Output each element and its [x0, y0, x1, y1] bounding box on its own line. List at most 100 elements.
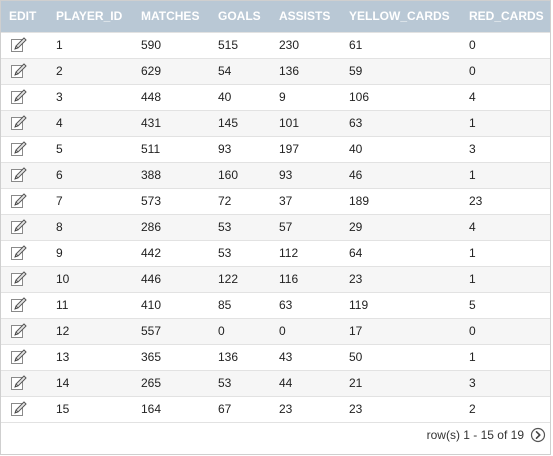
cell-assists: 37 [272, 187, 342, 214]
cell-goals: 40 [211, 83, 272, 110]
table-row: 12 557 0 0 17 0 [1, 317, 550, 344]
cell-assists: 116 [272, 265, 342, 292]
cell-red-cards: 5 [462, 291, 550, 318]
cell-goals: 53 [211, 213, 272, 240]
edit-pencil-icon[interactable] [10, 244, 28, 262]
edit-pencil-icon[interactable] [10, 166, 28, 184]
cell-player-id: 4 [49, 109, 134, 136]
cell-matches: 365 [134, 343, 211, 370]
cell-red-cards: 3 [462, 369, 550, 396]
cell-yellow-cards: 29 [342, 213, 462, 240]
cell-assists: 136 [272, 57, 342, 84]
cell-red-cards: 4 [462, 83, 550, 110]
cell-assists: 9 [272, 83, 342, 110]
cell-matches: 265 [134, 369, 211, 396]
column-header-yellow-cards[interactable]: YELLOW_CARDS [349, 9, 450, 24]
cell-assists: 43 [272, 343, 342, 370]
edit-pencil-icon[interactable] [10, 88, 28, 106]
cell-yellow-cards: 23 [342, 265, 462, 292]
edit-cell [1, 83, 49, 110]
cell-red-cards: 1 [462, 109, 550, 136]
cell-matches: 557 [134, 317, 211, 344]
cell-player-id: 2 [49, 57, 134, 84]
cell-player-id: 3 [49, 83, 134, 110]
column-header-goals[interactable]: GOALS [218, 9, 261, 24]
cell-assists: 93 [272, 161, 342, 188]
cell-matches: 590 [134, 31, 211, 58]
cell-yellow-cards: 59 [342, 57, 462, 84]
table-row: 3 448 40 9 106 4 [1, 83, 550, 110]
edit-cell [1, 291, 49, 318]
cell-goals: 93 [211, 135, 272, 162]
cell-assists: 57 [272, 213, 342, 240]
edit-cell [1, 161, 49, 188]
edit-pencil-icon[interactable] [10, 114, 28, 132]
column-header-edit: EDIT [9, 9, 37, 24]
players-report-table: EDIT PLAYER_ID MATCHES GOALS ASSISTS YEL… [1, 1, 550, 422]
edit-pencil-icon[interactable] [10, 348, 28, 366]
edit-cell [1, 395, 49, 422]
edit-pencil-icon[interactable] [10, 218, 28, 236]
cell-assists: 0 [272, 317, 342, 344]
cell-assists: 197 [272, 135, 342, 162]
column-header-player-id[interactable]: PLAYER_ID [56, 9, 123, 24]
next-page-icon[interactable] [530, 427, 546, 443]
edit-cell [1, 343, 49, 370]
cell-player-id: 6 [49, 161, 134, 188]
pagination-label: row(s) 1 - 15 of 19 [426, 428, 524, 442]
cell-matches: 446 [134, 265, 211, 292]
cell-goals: 136 [211, 343, 272, 370]
column-header-assists[interactable]: ASSISTS [279, 9, 331, 24]
cell-red-cards: 1 [462, 343, 550, 370]
cell-yellow-cards: 17 [342, 317, 462, 344]
cell-yellow-cards: 40 [342, 135, 462, 162]
column-header-matches[interactable]: MATCHES [141, 9, 200, 24]
table-row: 4 431 145 101 63 1 [1, 109, 550, 136]
cell-yellow-cards: 61 [342, 31, 462, 58]
cell-red-cards: 1 [462, 161, 550, 188]
edit-pencil-icon[interactable] [10, 374, 28, 392]
cell-red-cards: 0 [462, 31, 550, 58]
edit-pencil-icon[interactable] [10, 322, 28, 340]
edit-cell [1, 239, 49, 266]
cell-goals: 515 [211, 31, 272, 58]
cell-goals: 122 [211, 265, 272, 292]
cell-matches: 431 [134, 109, 211, 136]
cell-player-id: 8 [49, 213, 134, 240]
edit-pencil-icon[interactable] [10, 296, 28, 314]
edit-pencil-icon[interactable] [10, 270, 28, 288]
edit-pencil-icon[interactable] [10, 36, 28, 54]
cell-matches: 164 [134, 395, 211, 422]
table-row: 5 511 93 197 40 3 [1, 135, 550, 162]
cell-red-cards: 0 [462, 57, 550, 84]
cell-yellow-cards: 21 [342, 369, 462, 396]
cell-goals: 145 [211, 109, 272, 136]
cell-matches: 629 [134, 57, 211, 84]
cell-goals: 160 [211, 161, 272, 188]
edit-pencil-icon[interactable] [10, 140, 28, 158]
table-row: 2 629 54 136 59 0 [1, 57, 550, 84]
cell-goals: 53 [211, 369, 272, 396]
cell-matches: 388 [134, 161, 211, 188]
cell-assists: 230 [272, 31, 342, 58]
cell-player-id: 13 [49, 343, 134, 370]
table-header-row: EDIT PLAYER_ID MATCHES GOALS ASSISTS YEL… [1, 1, 550, 32]
cell-yellow-cards: 23 [342, 395, 462, 422]
edit-pencil-icon[interactable] [10, 400, 28, 418]
cell-assists: 112 [272, 239, 342, 266]
cell-goals: 85 [211, 291, 272, 318]
cell-goals: 54 [211, 57, 272, 84]
column-header-red-cards[interactable]: RED_CARDS [469, 9, 544, 24]
cell-yellow-cards: 106 [342, 83, 462, 110]
cell-player-id: 7 [49, 187, 134, 214]
cell-player-id: 1 [49, 31, 134, 58]
edit-pencil-icon[interactable] [10, 192, 28, 210]
cell-matches: 573 [134, 187, 211, 214]
table-body: 1 590 515 230 61 0 2 629 54 136 59 0 3 448 40 9 106 4 4 431… [1, 31, 550, 422]
cell-player-id: 10 [49, 265, 134, 292]
edit-cell [1, 135, 49, 162]
cell-yellow-cards: 64 [342, 239, 462, 266]
edit-pencil-icon[interactable] [10, 62, 28, 80]
cell-player-id: 12 [49, 317, 134, 344]
